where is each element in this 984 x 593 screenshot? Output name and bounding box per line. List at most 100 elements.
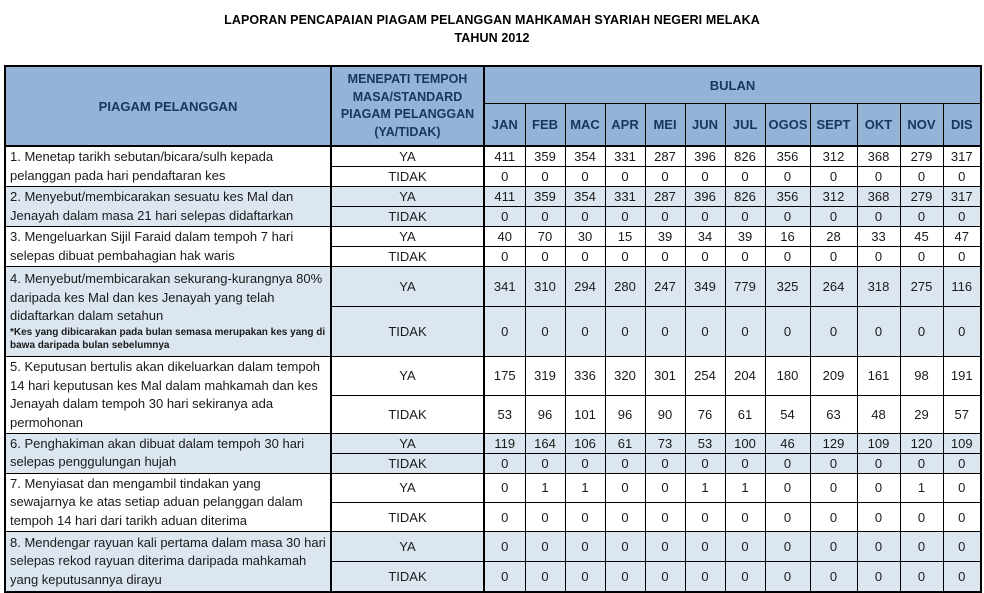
item-row-ya: 5. Keputusan bertulis akan dikeluarkan d… [4,356,982,434]
value-cell: 0 [684,206,726,228]
tidak-cell: TIDAK [330,561,485,593]
value-cell: 96 [604,394,646,434]
item-row-tidak: TIDAK 0 0 0 0 0 0 0 0 0 0 0 0 [5,165,982,188]
value-cell: 341 [483,266,526,308]
value-cell: 279 [899,186,944,208]
value-cell: 0 [483,472,526,504]
value-cell: 0 [856,165,901,188]
month-header-row: JAN FEB MAC APR MEI JUN JUL OGOS SEPT OKT NOV DIS [5,102,982,148]
value-cell: 0 [604,206,646,228]
value-cell: 0 [809,502,858,533]
value-cell: 0 [564,206,606,228]
value-cell: 312 [809,145,858,167]
value-cell: 287 [644,186,686,208]
value-cell: 0 [809,306,858,358]
value-cell: 45 [899,226,944,248]
value-cell: 0 [856,502,901,533]
value-cell: 57 [942,394,982,434]
value-cell: 280 [604,266,646,308]
item-row-tidak: TIDAK 0 0 0 0 0 0 0 0 0 0 0 0 [5,246,982,268]
value-cell: 0 [524,502,566,533]
month-header-mei: MEI [644,102,686,148]
value-cell: 0 [483,246,526,268]
value-cell: 1 [524,472,566,504]
page-title: LAPORAN PENCAPAIAN PIAGAM PELANGGAN MAHK… [224,13,760,27]
item-row-ya: 7. Menyiasat dan mengambil tindakan yang… [4,472,982,533]
value-cell: 0 [524,165,566,188]
value-cell: 368 [856,145,901,167]
value-cell: 0 [809,165,858,188]
value-cell: 0 [724,206,766,228]
value-cell: 264 [809,266,858,308]
value-cell: 48 [856,394,901,434]
value-cell: 0 [524,561,566,593]
item-row-ya: 6. Penghakiman akan dibuat dalam tempoh … [4,432,982,474]
tidak-cell: TIDAK [330,246,485,268]
ya-cell: YA [330,356,485,396]
value-cell: 287 [644,145,686,167]
value-cell: 120 [899,432,944,454]
value-cell: 0 [564,531,606,563]
value-cell: 0 [564,452,606,474]
value-cell: 312 [809,186,858,208]
value-cell: 0 [764,246,811,268]
value-cell: 0 [764,306,811,358]
item-row-tidak: TIDAK 53 96 101 96 90 76 61 54 63 48 29 57 [5,394,982,434]
month-header-sept: SEPT [809,102,858,148]
month-header-jul: JUL [724,102,766,148]
month-header-mac: MAC [564,102,606,148]
value-cell: 0 [684,531,726,563]
column-header-menepati-tempoh: MENEPATI TEMPOH MASA/STANDARD PIAGAM PEL… [330,65,485,148]
value-cell: 0 [684,502,726,533]
value-cell: 76 [684,394,726,434]
value-cell: 331 [604,145,646,167]
value-cell: 90 [644,394,686,434]
value-cell: 0 [564,502,606,533]
value-cell: 0 [684,246,726,268]
ya-cell: YA [330,472,485,504]
value-cell: 29 [899,394,944,434]
value-cell: 0 [809,561,858,593]
value-cell: 0 [524,246,566,268]
value-cell: 0 [604,165,646,188]
value-cell: 1 [724,472,766,504]
value-cell: 318 [856,266,901,308]
piagam-pelanggan-table: PIAGAM PELANGGAN MENEPATI TEMPOH MASA/ST… [4,65,983,593]
value-cell: 354 [564,145,606,167]
value-cell: 191 [942,356,982,396]
value-cell: 396 [684,145,726,167]
value-cell: 336 [564,356,606,396]
value-cell: 0 [942,502,982,533]
value-cell: 396 [684,186,726,208]
value-cell: 0 [564,306,606,358]
value-cell: 0 [483,206,526,228]
value-cell: 0 [644,472,686,504]
value-cell: 0 [644,531,686,563]
value-cell: 0 [899,306,944,358]
value-cell: 0 [483,502,526,533]
value-cell: 826 [724,186,766,208]
value-cell: 70 [524,226,566,248]
value-cell: 247 [644,266,686,308]
value-cell: 0 [724,502,766,533]
value-cell: 119 [483,432,526,454]
value-cell: 1 [684,472,726,504]
ya-cell: YA [330,226,485,248]
value-cell: 349 [684,266,726,308]
value-cell: 0 [604,561,646,593]
value-cell: 0 [942,452,982,474]
value-cell: 826 [724,145,766,167]
tidak-cell: TIDAK [330,452,485,474]
month-header-jan: JAN [483,102,526,148]
value-cell: 0 [483,165,526,188]
value-cell: 39 [644,226,686,248]
value-cell: 0 [899,452,944,474]
value-cell: 0 [604,452,646,474]
value-cell: 204 [724,356,766,396]
value-cell: 0 [764,206,811,228]
value-cell: 96 [524,394,566,434]
value-cell: 0 [483,531,526,563]
value-cell: 1 [564,472,606,504]
value-cell: 279 [899,145,944,167]
